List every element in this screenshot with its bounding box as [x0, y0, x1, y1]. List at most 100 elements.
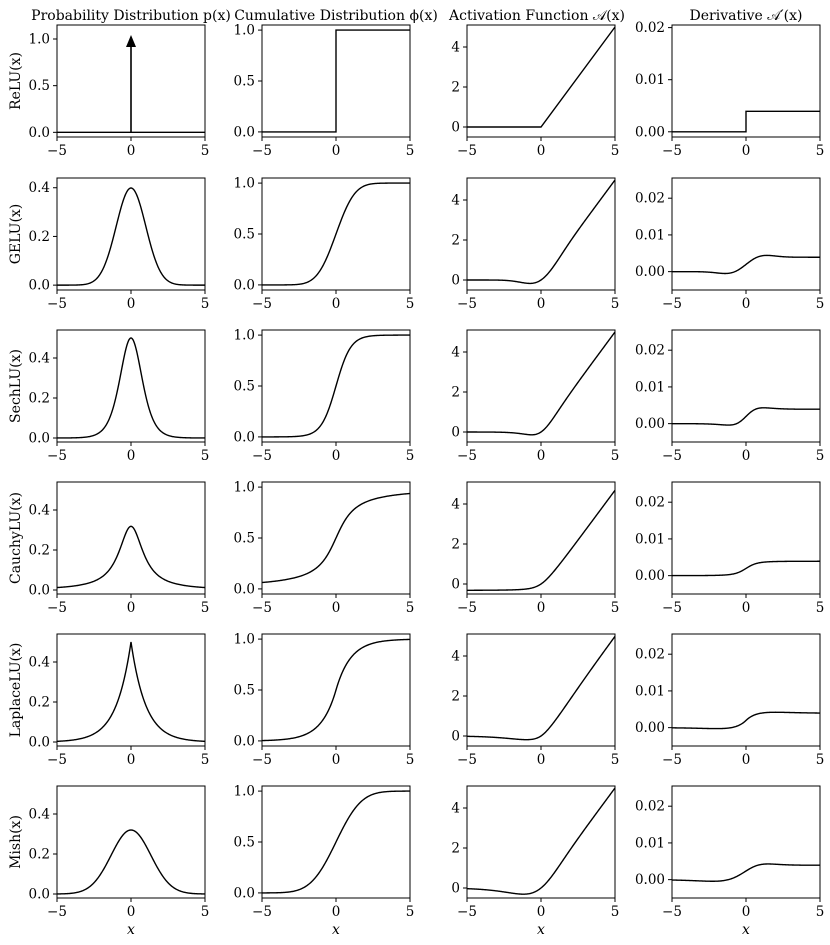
- x-tick-label: 5: [816, 752, 825, 768]
- axes-frame: [56, 329, 206, 443]
- y-tick-label: 0.5: [29, 78, 50, 94]
- x-tick-label: 5: [201, 752, 210, 768]
- axes-frame: [466, 24, 616, 138]
- x-tick-label: 0: [332, 448, 341, 464]
- x-tick-label: −5: [252, 752, 272, 768]
- series-line-mish-der: [671, 863, 820, 882]
- x-tick-label: 5: [816, 600, 825, 616]
- x-tick-label: −5: [457, 143, 477, 159]
- y-tick-label: 1.0: [29, 32, 50, 48]
- row-label: ReLU(x): [8, 52, 24, 110]
- y-tick-label: 0: [451, 881, 460, 897]
- column-title: Probability Distribution p(x): [31, 8, 231, 24]
- series-line-sech-act: [467, 331, 616, 436]
- x-tick-label: 5: [406, 296, 415, 312]
- x-tick-label: 0: [127, 752, 136, 768]
- x-axis-label: x: [742, 922, 750, 938]
- panel-sech-cdf: −5 0 5 0.0 0.5 1.0: [234, 328, 415, 464]
- y-tick-label: 4: [451, 345, 460, 361]
- x-tick-label: 5: [816, 143, 825, 159]
- x-tick-label: 0: [537, 904, 546, 920]
- x-tick-label: −5: [252, 296, 272, 312]
- x-tick-label: −5: [457, 600, 477, 616]
- series-line-mish-act: [466, 787, 616, 895]
- axes-frame: [466, 177, 616, 291]
- x-tick-label: 5: [611, 904, 620, 920]
- y-tick-label: 0.01: [635, 379, 665, 395]
- x-tick-label: 0: [332, 143, 341, 159]
- panel-relu-act: −5 0 5 0 2 4: [451, 24, 619, 159]
- panel-gelu-pdf: −5 0 5 0.0 0.2 0.4: [29, 177, 210, 312]
- y-tick-label: 2: [451, 537, 460, 553]
- x-tick-label: 0: [537, 143, 546, 159]
- y-tick-label: 0.2: [29, 543, 50, 559]
- x-tick-label: −5: [47, 904, 67, 920]
- panel-relu-cdf: −5 0 5 0.0 0.5 1.0: [234, 23, 415, 159]
- y-tick-label: 0: [451, 729, 460, 745]
- y-tick-label: 0.01: [635, 531, 665, 547]
- x-tick-label: 0: [742, 752, 751, 768]
- y-tick-label: 0.0: [234, 277, 255, 293]
- y-tick-label: 4: [451, 40, 460, 56]
- series-line-gelu-cdf: [262, 182, 410, 286]
- series-line-laplace-cdf: [261, 638, 411, 742]
- x-tick-label: 0: [742, 600, 751, 616]
- y-tick-label: 0.5: [234, 531, 255, 547]
- panel-mish-der: −5 0 5 0.00 0.01 0.02 x: [635, 785, 825, 938]
- y-tick-label: 0.01: [635, 72, 665, 88]
- y-tick-label: 0.00: [635, 872, 665, 888]
- series-line-laplace-pdf: [56, 641, 206, 743]
- y-tick-label: 0.4: [29, 655, 50, 671]
- x-tick-label: 5: [201, 143, 210, 159]
- axes-frame: [466, 633, 616, 747]
- series-line-gelu-der: [672, 254, 820, 275]
- x-tick-label: 5: [201, 296, 210, 312]
- series-line-relu-der: [672, 110, 820, 133]
- y-tick-label: 0.00: [635, 416, 665, 432]
- y-tick-label: 0: [451, 425, 460, 441]
- x-tick-label: −5: [457, 752, 477, 768]
- y-tick-label: 0.5: [234, 227, 255, 243]
- y-tick-label: 0.02: [635, 799, 665, 815]
- y-tick-label: 0.00: [635, 264, 665, 280]
- y-tick-label: 0.01: [635, 683, 665, 699]
- x-axis-label: x: [332, 922, 340, 938]
- series-line-sech-der: [672, 407, 820, 426]
- panel-laplace-act: −5 0 5 0 2 4: [451, 633, 619, 768]
- row-label: SechLU(x): [8, 349, 24, 423]
- x-tick-label: 5: [406, 752, 415, 768]
- x-tick-label: −5: [47, 143, 67, 159]
- y-tick-label: 1.0: [234, 632, 255, 648]
- y-tick-label: 0.01: [635, 835, 665, 851]
- y-tick-label: 1.0: [234, 176, 255, 192]
- y-tick-label: 0.0: [29, 887, 50, 903]
- y-tick-label: 2: [451, 80, 460, 96]
- panel-relu-der: −5 0 5 0.00 0.01 0.02: [635, 20, 824, 159]
- panel-gelu-der: −5 0 5 0.00 0.01 0.02: [635, 177, 824, 312]
- x-tick-label: −5: [662, 752, 682, 768]
- x-tick-label: 0: [332, 752, 341, 768]
- panel-mish-pdf: −5 0 5 0.0 0.2 0.4 x: [29, 785, 209, 938]
- x-tick-label: 0: [332, 904, 341, 920]
- axes-frame: [671, 633, 821, 747]
- y-tick-label: 0.02: [635, 647, 665, 663]
- x-tick-label: 0: [537, 600, 546, 616]
- y-tick-label: 0.5: [234, 74, 255, 90]
- x-tick-label: 5: [816, 904, 825, 920]
- column-title: Cumulative Distribution ϕ(x): [234, 8, 438, 24]
- x-tick-label: −5: [252, 448, 272, 464]
- y-tick-label: 4: [451, 649, 460, 665]
- y-tick-label: 0.02: [635, 343, 665, 359]
- x-axis-label: x: [537, 922, 545, 938]
- y-tick-label: 0.00: [635, 124, 665, 140]
- axes-frame: [466, 481, 616, 595]
- panel-cauchy-pdf: −5 0 5 0.0 0.2 0.4: [29, 481, 209, 616]
- panel-cauchy-cdf: −5 0 5 0.0 0.5 1.0: [234, 480, 415, 616]
- dirac-delta-arrowhead: [126, 35, 136, 47]
- y-tick-label: 0.01: [635, 227, 665, 243]
- x-tick-label: 5: [201, 448, 210, 464]
- axes-frame: [56, 633, 206, 747]
- panel-cauchy-act: −5 0 5 0 2 4: [451, 481, 619, 616]
- panel-sech-pdf: −5 0 5 0.0 0.2 0.4: [29, 329, 210, 464]
- row-label: LaplaceLU(x): [8, 643, 24, 738]
